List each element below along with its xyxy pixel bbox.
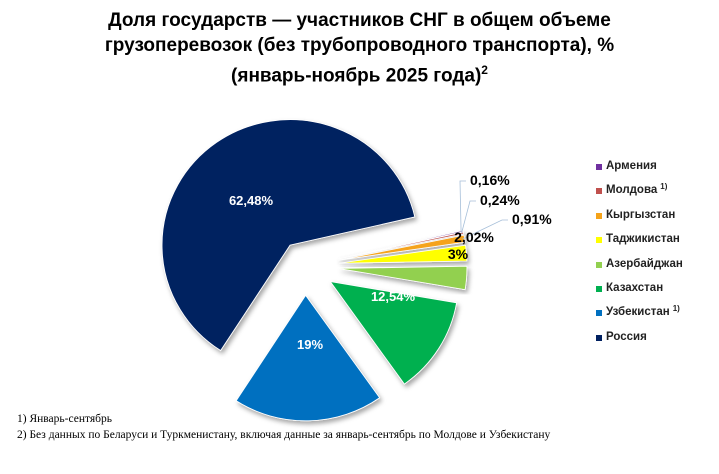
chart-title-line1: Доля государств — участников СНГ в общем… <box>108 10 611 31</box>
legend-item-6: Казахстан <box>596 282 683 306</box>
legend-label-1: Армения <box>606 160 657 172</box>
legend-swatch-1 <box>596 164 602 170</box>
legend-swatch-4 <box>596 237 602 244</box>
legend-item-8: Россия <box>596 331 683 355</box>
data-label-7: 19% <box>297 337 323 352</box>
chart-title-line2: грузоперевозок (без трубопроводного тран… <box>104 35 615 56</box>
chart-legend: Армения Молдова 1) Кыргызстан Таджикистан Азе… <box>596 160 683 355</box>
pie-slice-6 <box>329 281 458 385</box>
legend-label-5: Азербайджан <box>606 257 683 270</box>
legend-swatch-3 <box>596 212 602 219</box>
chart-title: Доля государств — участников СНГ в общем… <box>0 8 719 88</box>
footnote-2: 2) Без данных по Беларуси и Туркменистан… <box>17 429 551 441</box>
pie-slice-4 <box>338 244 468 264</box>
legend-item-5: Азербайджан <box>596 258 683 282</box>
legend-swatch-7 <box>596 310 602 317</box>
legend-footnote-mark-7: 1) <box>672 304 680 314</box>
legend-label-3: Кыргызстан <box>606 208 676 221</box>
data-label-5: 3% <box>448 246 469 262</box>
footnotes: 1) Январь-сентябрь 2) Без данных по Бела… <box>17 411 550 443</box>
legend-swatch-2 <box>596 188 602 195</box>
pie-slice-2 <box>338 231 465 260</box>
legend-item-3: Кыргызстан <box>596 209 683 233</box>
legend-item-7: Узбекистан 1) <box>596 304 683 330</box>
legend-label-4: Таджикистан <box>606 233 680 246</box>
leader-line-2 <box>461 200 476 234</box>
legend-item-4: Таджикистан <box>596 233 683 257</box>
pie-slice-7 <box>235 294 381 422</box>
chart-title-line3: (январь-ноябрь 2025 года)2 <box>0 58 719 88</box>
legend-label-7: Узбекистан <box>606 306 670 319</box>
chart-title-footnote-mark: 2 <box>481 63 488 77</box>
chart-title-line3-text: (январь-ноябрь 2025 года) <box>231 65 482 87</box>
legend-label-6: Казахстан <box>606 281 664 294</box>
legend-footnote-mark-2: 1) <box>660 182 668 192</box>
data-label-8: 62,48% <box>229 193 274 208</box>
leader-line-1 <box>459 180 466 232</box>
leader-line-3 <box>462 219 508 240</box>
pie-slice-5 <box>338 265 468 291</box>
data-label-2: 0,24% <box>480 192 520 208</box>
footnote-1: 1) Январь-сентябрь <box>17 413 112 425</box>
data-label-4: 2,02% <box>454 229 494 245</box>
legend-label-2: Молдова <box>606 184 658 197</box>
legend-item-2: Молдова 1) <box>596 182 683 208</box>
data-label-6: 12,54% <box>371 289 416 304</box>
legend-swatch-6 <box>596 285 602 292</box>
legend-label-8: Россия <box>606 330 647 343</box>
data-label-3: 0,91% <box>512 211 552 227</box>
legend-swatch-5 <box>596 261 602 268</box>
pie-slice-8 <box>161 119 416 352</box>
data-label-1: 0,16% <box>470 172 510 188</box>
pie-slice-3 <box>338 234 466 261</box>
legend-swatch-8 <box>596 334 602 341</box>
legend-item-1: Армения <box>596 160 683 184</box>
pie-slice-1 <box>338 229 464 260</box>
